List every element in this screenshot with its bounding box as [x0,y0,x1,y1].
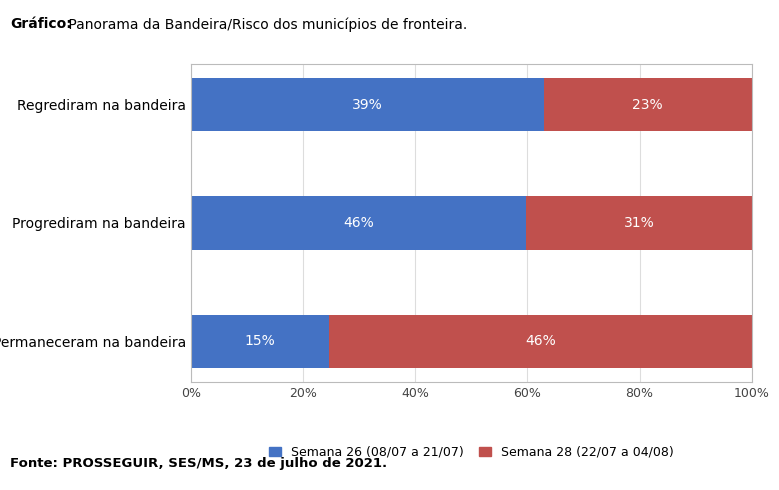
Text: Gráfico:: Gráfico: [10,17,72,31]
Text: 39%: 39% [352,98,382,112]
Bar [544,78,752,131]
Text: 15%: 15% [245,334,275,348]
Bar [191,196,526,249]
Text: Fonte: PROSSEGUIR, SES/MS, 23 de julho de 2021.: Fonte: PROSSEGUIR, SES/MS, 23 de julho d… [10,457,387,470]
Bar [191,315,329,368]
Bar [526,196,752,249]
Text: 31%: 31% [623,216,654,230]
Text: 46%: 46% [525,334,555,348]
Text: 23%: 23% [633,98,663,112]
Bar [191,78,544,131]
Text: Panorama da Bandeira/Risco dos municípios de fronteira.: Panorama da Bandeira/Risco dos município… [64,17,467,32]
Text: 46%: 46% [343,216,374,230]
Bar [329,315,752,368]
Legend: Semana 26 (08/07 a 21/07), Semana 28 (22/07 a 04/08): Semana 26 (08/07 a 21/07), Semana 28 (22… [269,446,674,459]
